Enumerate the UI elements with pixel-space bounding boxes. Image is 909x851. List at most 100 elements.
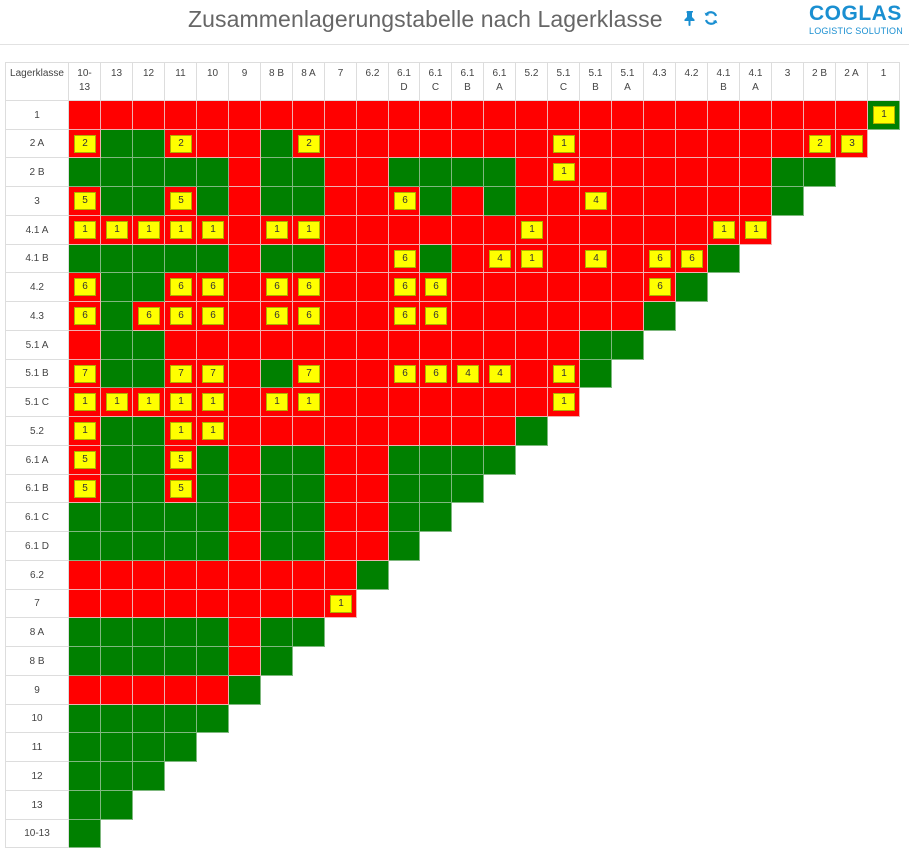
compatible-cell[interactable] [580,331,612,360]
compatible-cell[interactable] [261,158,293,187]
incompatible-cell[interactable] [389,417,420,446]
note-badge[interactable]: 2 [170,135,192,153]
note-badge[interactable]: 4 [457,365,479,383]
incompatible-cell[interactable] [357,417,389,446]
incompatible-cell[interactable]: 3 [836,130,868,158]
incompatible-cell[interactable]: 6 [165,302,197,331]
compatible-cell[interactable] [101,273,133,302]
incompatible-cell[interactable] [69,101,101,130]
note-badge[interactable]: 6 [394,365,416,383]
compatible-cell[interactable] [101,705,133,733]
note-badge[interactable]: 6 [298,278,320,296]
incompatible-cell[interactable] [612,216,644,245]
note-badge[interactable]: 6 [138,307,160,325]
incompatible-cell[interactable] [676,187,708,216]
incompatible-cell[interactable]: 1 [740,216,772,245]
incompatible-cell[interactable] [357,331,389,360]
incompatible-cell[interactable] [325,532,357,561]
note-badge[interactable]: 6 [649,278,671,296]
compatible-cell[interactable] [69,791,101,820]
incompatible-cell[interactable]: 1 [165,216,197,245]
note-badge[interactable]: 6 [394,307,416,325]
compatible-cell[interactable] [101,331,133,360]
incompatible-cell[interactable]: 6 [165,273,197,302]
incompatible-cell[interactable] [708,158,740,187]
incompatible-cell[interactable] [452,331,484,360]
note-badge[interactable]: 1 [298,393,320,411]
compatible-cell[interactable] [101,130,133,158]
incompatible-cell[interactable] [325,101,357,130]
note-badge[interactable]: 3 [841,135,863,153]
note-badge[interactable]: 6 [394,250,416,268]
incompatible-cell[interactable]: 1 [548,388,580,417]
incompatible-cell[interactable] [452,187,484,216]
incompatible-cell[interactable] [197,130,229,158]
incompatible-cell[interactable] [580,216,612,245]
note-badge[interactable]: 1 [138,393,160,411]
incompatible-cell[interactable] [133,590,165,618]
note-badge[interactable]: 1 [74,422,96,440]
incompatible-cell[interactable] [229,101,261,130]
incompatible-cell[interactable] [548,101,580,130]
compatible-cell[interactable] [644,302,676,331]
note-badge[interactable]: 2 [809,135,831,153]
incompatible-cell[interactable] [516,158,548,187]
compatible-cell[interactable] [197,475,229,503]
compatible-cell[interactable] [69,618,101,647]
incompatible-cell[interactable] [389,331,420,360]
compatible-cell[interactable] [165,618,197,647]
incompatible-cell[interactable] [101,590,133,618]
incompatible-cell[interactable]: 1 [133,388,165,417]
note-badge[interactable]: 1 [202,422,224,440]
incompatible-cell[interactable] [644,187,676,216]
compatible-cell[interactable] [165,733,197,762]
incompatible-cell[interactable] [261,417,293,446]
note-badge[interactable]: 6 [266,278,288,296]
incompatible-cell[interactable]: 6 [644,245,676,273]
incompatible-cell[interactable] [325,331,357,360]
note-badge[interactable]: 6 [170,278,192,296]
compatible-cell[interactable] [197,532,229,561]
incompatible-cell[interactable] [325,158,357,187]
note-badge[interactable]: 1 [74,221,96,239]
incompatible-cell[interactable]: 1 [516,216,548,245]
compatible-cell[interactable] [165,705,197,733]
incompatible-cell[interactable] [676,130,708,158]
compatible-cell[interactable] [484,158,516,187]
note-badge[interactable]: 1 [521,221,543,239]
incompatible-cell[interactable] [357,475,389,503]
incompatible-cell[interactable] [133,101,165,130]
note-badge[interactable]: 7 [298,365,320,383]
compatible-cell[interactable] [101,360,133,388]
incompatible-cell[interactable]: 7 [197,360,229,388]
incompatible-cell[interactable] [708,101,740,130]
compatible-cell[interactable] [676,273,708,302]
compatible-cell[interactable] [101,532,133,561]
incompatible-cell[interactable]: 2 [165,130,197,158]
incompatible-cell[interactable]: 5 [69,475,101,503]
incompatible-cell[interactable] [548,216,580,245]
compatible-cell[interactable] [452,446,484,475]
compatible-cell[interactable] [420,446,452,475]
incompatible-cell[interactable]: 7 [69,360,101,388]
incompatible-cell[interactable] [452,302,484,331]
incompatible-cell[interactable] [740,158,772,187]
incompatible-cell[interactable] [484,388,516,417]
compatible-cell[interactable] [452,158,484,187]
compatible-cell[interactable] [101,733,133,762]
note-badge[interactable]: 1 [74,393,96,411]
compatible-cell[interactable] [133,360,165,388]
incompatible-cell[interactable] [612,302,644,331]
incompatible-cell[interactable]: 5 [69,446,101,475]
incompatible-cell[interactable] [484,273,516,302]
incompatible-cell[interactable] [612,130,644,158]
compatible-cell[interactable] [612,331,644,360]
note-badge[interactable]: 6 [74,307,96,325]
compatible-cell[interactable] [484,187,516,216]
note-badge[interactable]: 6 [170,307,192,325]
incompatible-cell[interactable] [229,475,261,503]
incompatible-cell[interactable] [69,676,101,705]
incompatible-cell[interactable] [516,273,548,302]
compatible-cell[interactable] [133,331,165,360]
compatible-cell[interactable] [197,158,229,187]
